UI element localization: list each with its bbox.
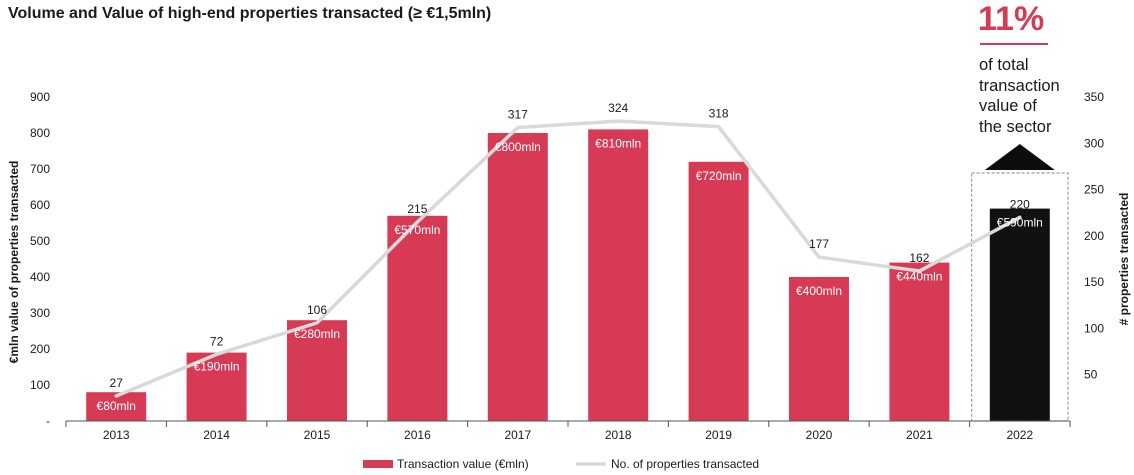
- callout-line: transaction: [979, 76, 1060, 95]
- y-left-tick-label: 300: [30, 306, 50, 320]
- legend-swatch-bar: [363, 460, 393, 468]
- callout-line: value of: [979, 97, 1037, 115]
- y-right-axis-title: # properties transacted: [1117, 193, 1131, 326]
- bar-2021: [889, 262, 950, 421]
- x-tick-label: 2014: [203, 428, 230, 442]
- count-value-label: 324: [608, 101, 628, 115]
- x-tick-label: 2020: [806, 428, 833, 442]
- bar-value-label: €570mln: [394, 223, 440, 237]
- y-right-tick-label: 300: [1084, 136, 1104, 150]
- bar-2018: [588, 129, 649, 421]
- bar-value-label: €190mln: [194, 360, 240, 374]
- callout-percent: 11%: [978, 0, 1045, 38]
- callout-line: of total: [979, 56, 1029, 74]
- y-left-axis-title: €mln value of properties transacted: [7, 161, 21, 364]
- x-tick-label: 2021: [906, 428, 933, 442]
- count-value-label: 215: [407, 202, 427, 216]
- count-value-label: 177: [809, 237, 829, 251]
- x-tick-label: 2016: [404, 428, 431, 442]
- legend-label: No. of properties transacted: [611, 457, 759, 471]
- y-right-tick-label: 250: [1084, 183, 1104, 197]
- y-right-tick-label: 200: [1084, 229, 1104, 243]
- y-left-tick-label: 600: [30, 198, 50, 212]
- bar-value-label: €400mln: [796, 284, 842, 298]
- count-value-label: 318: [709, 107, 729, 121]
- callout-line: the sector: [979, 117, 1052, 136]
- y-right-tick-label: 150: [1084, 275, 1104, 289]
- y-left-tick-label: 500: [30, 234, 50, 248]
- chart-title: Volume and Value of high-end properties …: [8, 5, 492, 22]
- bar-value-label: €800mln: [495, 140, 541, 154]
- line-group: [114, 119, 1022, 398]
- x-tick-label: 2013: [103, 428, 130, 442]
- y-right-tick-label: 100: [1084, 321, 1104, 335]
- data-labels-group: €80mln €190mln €280mln €570mln €800mln €810ml…: [97, 101, 1043, 413]
- bar-2020: [789, 277, 849, 421]
- bar-value-label: €810mln: [595, 136, 641, 150]
- highlight-arrow-icon: [984, 144, 1055, 170]
- count-value-label: 27: [110, 376, 124, 390]
- x-tick-label: 2019: [705, 428, 732, 442]
- count-value-label: 220: [1010, 197, 1030, 211]
- x-tick-label: 2018: [605, 428, 632, 442]
- bar-2015: [287, 320, 347, 421]
- x-tick-label: 2015: [304, 428, 331, 442]
- x-tick-label: 2022: [1006, 428, 1033, 442]
- count-series-line: [114, 119, 1022, 398]
- bars-group: [86, 129, 1050, 422]
- callout-divider: [980, 43, 1048, 45]
- y-left-tick-label: 400: [30, 270, 50, 284]
- bar-2016: [387, 215, 448, 421]
- y-right-tick-label: 350: [1084, 90, 1104, 104]
- y-right-tick-label: 50: [1084, 368, 1098, 382]
- y-left-tick-label: 100: [30, 378, 50, 392]
- bar-2019: [688, 161, 749, 422]
- bar-2022: [989, 208, 1050, 421]
- count-value-label: 317: [508, 108, 528, 122]
- bar-value-label: €440mln: [896, 270, 942, 284]
- y-left-tick-label: 900: [30, 90, 50, 104]
- legend-label: Transaction value (€mln): [397, 457, 529, 471]
- count-value-label: 106: [307, 303, 327, 317]
- bar-2017: [487, 133, 548, 421]
- count-value-label: 72: [210, 334, 224, 348]
- bar-value-label: €80mln: [97, 399, 136, 413]
- axes-group: 2013 2014 2015 2016 2017 2018 2019 2020 2021 2022…: [7, 90, 1131, 442]
- bar-value-label: €590mln: [997, 216, 1043, 230]
- bar-value-label: €720mln: [696, 169, 742, 183]
- x-tick-label: 2017: [504, 428, 531, 442]
- legend-group: Transaction value (€mln) No. of propertie…: [363, 457, 759, 471]
- y-left-tick-label: 200: [30, 342, 50, 356]
- count-value-label: 162: [909, 251, 929, 265]
- y-left-tick-label: 800: [30, 126, 50, 140]
- bar-value-label: €280mln: [294, 327, 340, 341]
- y-left-tick-label: 700: [30, 162, 50, 176]
- callout-text: of total transaction value of the sector: [979, 55, 1089, 137]
- y-left-tick-label: -: [46, 414, 50, 428]
